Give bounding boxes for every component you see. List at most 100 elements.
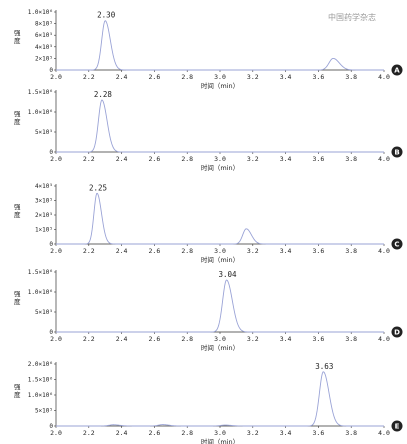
- x-tick-label: 2.0: [50, 155, 62, 163]
- y-tick-label: 0: [49, 149, 53, 156]
- x-tick-label: 2.2: [83, 155, 95, 163]
- y-tick-label: 0: [49, 67, 53, 74]
- peak-label: 3.63: [315, 362, 333, 371]
- y-axis-label: 强度: [14, 383, 21, 399]
- x-tick-label: 4.0: [378, 73, 390, 81]
- panel-c: 2.0 2.2 2.4 2.6 2.8 3.0 3.2 3.4 3.6 3.8 4.0 0 1×10⁵ 2…: [14, 183, 403, 264]
- y-tick-label: 4×10⁵: [35, 44, 53, 51]
- x-tick-label: 3.8: [345, 429, 357, 437]
- y-tick-label: 8×10⁵: [35, 21, 53, 28]
- x-tick-label: 3.4: [280, 335, 292, 343]
- x-tick-label: 3.4: [280, 429, 292, 437]
- x-axis-label: 时间（min）: [201, 81, 239, 90]
- x-axis-label: 时间（min）: [201, 255, 239, 264]
- x-tick-label: 3.0: [214, 335, 226, 343]
- y-tick-label: 5×10⁵: [35, 408, 53, 415]
- x-tick-label: 2.2: [83, 429, 95, 437]
- y-axis-label: 强度: [14, 29, 21, 45]
- x-tick-label: 2.6: [149, 155, 161, 163]
- chromatogram-trace: [56, 279, 384, 333]
- x-tick-label: 2.8: [181, 335, 193, 343]
- x-tick-label: 3.6: [313, 335, 325, 343]
- x-tick-label: 2.8: [181, 429, 193, 437]
- panel-letter: D: [394, 329, 400, 337]
- x-tick-label: 2.4: [116, 73, 128, 81]
- x-tick-label: 3.0: [214, 155, 226, 163]
- x-tick-label: 2.2: [83, 73, 95, 81]
- panel-d: 2.0 2.2 2.4 2.6 2.8 3.0 3.2 3.4 3.6 3.8 4.0 0 5×10⁵ 1…: [14, 269, 403, 352]
- x-tick-label: 4.0: [378, 247, 390, 255]
- x-tick-label: 3.2: [247, 73, 259, 81]
- x-tick-label: 2.2: [83, 335, 95, 343]
- x-tick-label: 2.6: [149, 335, 161, 343]
- panel-badge: [391, 326, 403, 338]
- x-tick-label: 2.8: [181, 73, 193, 81]
- x-tick-label: 3.8: [345, 73, 357, 81]
- y-axis-label: 强度: [14, 203, 21, 219]
- x-tick-label: 2.6: [149, 247, 161, 255]
- x-tick-label: 3.0: [214, 429, 226, 437]
- x-tick-label: 3.6: [313, 429, 325, 437]
- y-tick-label: 1.5×10⁶: [28, 377, 53, 384]
- x-tick-label: 4.0: [378, 155, 390, 163]
- chromatogram-trace: [56, 192, 384, 245]
- x-axis-label: 时间（min）: [201, 437, 239, 444]
- chromatogram-trace: [56, 20, 384, 71]
- panel-letter: B: [394, 149, 399, 157]
- x-tick-label: 3.4: [280, 247, 292, 255]
- x-tick-label: 3.2: [247, 155, 259, 163]
- y-tick-label: 1.0×10⁶: [28, 9, 53, 16]
- x-tick-label: 2.6: [149, 429, 161, 437]
- x-axis-label: 时间（min）: [201, 163, 239, 172]
- y-tick-label: 1.0×10⁶: [28, 392, 53, 399]
- x-tick-label: 2.4: [116, 247, 128, 255]
- chromatogram-trace: [56, 371, 384, 427]
- peak-label: 2.28: [94, 90, 113, 99]
- x-tick-label: 3.2: [247, 335, 259, 343]
- y-tick-label: 2×10⁵: [35, 55, 53, 62]
- x-tick-label: 2.0: [50, 429, 62, 437]
- peak-label: 2.25: [89, 183, 107, 192]
- x-tick-label: 2.4: [116, 155, 128, 163]
- panel-a: 2.0 2.2 2.4 2.6 2.8 3.0 3.2 3.4 3.6 3.8 4.0 0 2×10⁵ 4…: [14, 9, 403, 90]
- x-tick-label: 3.2: [247, 247, 259, 255]
- x-tick-label: 2.8: [181, 155, 193, 163]
- panel-e: 2.0 2.2 2.4 2.6 2.8 3.0 3.2 3.4 3.6 3.8 4.0 0 5×10⁵ 1…: [14, 361, 403, 444]
- panel-letter: E: [395, 423, 400, 431]
- x-tick-label: 3.0: [214, 73, 226, 81]
- panel-badge: [391, 64, 403, 76]
- x-tick-label: 2.4: [116, 335, 128, 343]
- y-tick-label: 5×10⁵: [35, 129, 53, 136]
- x-tick-label: 2.6: [149, 73, 161, 81]
- y-tick-label: 1.0×10⁶: [28, 109, 53, 116]
- y-tick-label: 0: [49, 329, 53, 336]
- x-tick-label: 3.8: [345, 247, 357, 255]
- chromatogram-trace: [56, 99, 384, 153]
- x-tick-label: 4.0: [378, 335, 390, 343]
- x-tick-label: 3.4: [280, 73, 292, 81]
- x-tick-label: 3.0: [214, 247, 226, 255]
- y-tick-label: 3×10⁵: [35, 198, 53, 205]
- panel-b: 2.0 2.2 2.4 2.6 2.8 3.0 3.2 3.4 3.6 3.8 4.0 0 5×10⁵ 1…: [14, 89, 403, 172]
- y-tick-label: 2.0×10⁶: [28, 361, 53, 368]
- panel-badge: [391, 146, 403, 158]
- panel-letter: A: [394, 67, 400, 75]
- x-tick-label: 3.4: [280, 155, 292, 163]
- x-tick-label: 3.8: [345, 155, 357, 163]
- x-tick-label: 2.4: [116, 429, 128, 437]
- y-tick-label: 5×10⁵: [35, 309, 53, 316]
- x-tick-label: 2.0: [50, 73, 62, 81]
- watermark-text: 中国药学杂志: [328, 12, 376, 22]
- y-tick-label: 6×10⁵: [35, 32, 53, 39]
- x-tick-label: 3.6: [313, 73, 325, 81]
- x-tick-label: 2.2: [83, 247, 95, 255]
- x-axis-label: 时间（min）: [201, 343, 239, 352]
- y-tick-label: 1.5×10⁶: [28, 89, 53, 96]
- panel-badge: [391, 420, 403, 432]
- x-tick-label: 3.8: [345, 335, 357, 343]
- y-tick-label: 0: [49, 241, 53, 248]
- panel-letter: C: [394, 241, 399, 249]
- x-tick-label: 3.2: [247, 429, 259, 437]
- y-tick-label: 2×10⁵: [35, 212, 53, 219]
